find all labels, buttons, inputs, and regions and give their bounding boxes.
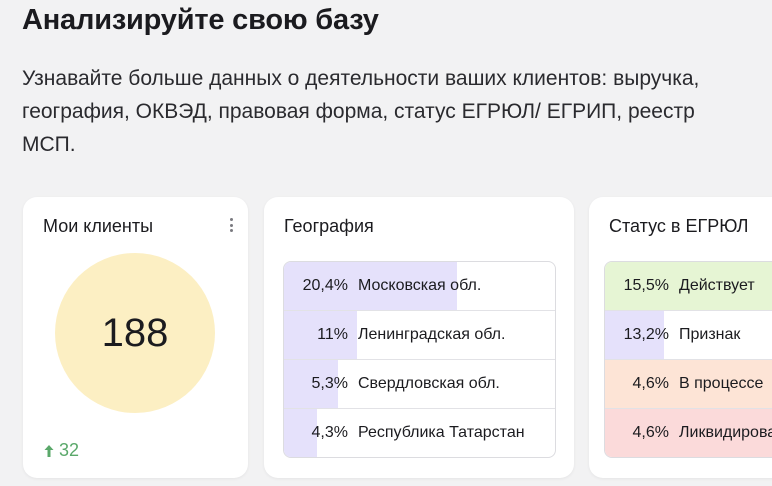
geography-row-fill bbox=[284, 409, 317, 457]
status-row-percent: 4,6% bbox=[632, 375, 669, 392]
clients-delta: 32 bbox=[43, 440, 79, 461]
arrow-up-icon bbox=[44, 444, 54, 457]
clients-card-title: Мои клиенты bbox=[43, 216, 154, 236]
status-row-percent: 4,6% bbox=[632, 424, 669, 441]
status-row-label: Ликвидирована bbox=[679, 424, 772, 441]
geography-card: География 20,4% Московская обл. 11% Лени… bbox=[264, 197, 574, 478]
more-options-icon[interactable] bbox=[226, 215, 236, 235]
status-row-fill bbox=[605, 360, 772, 408]
geography-row-fill bbox=[284, 262, 458, 310]
geography-list: 20,4% Московская обл. 11% Ленинградская … bbox=[283, 261, 556, 458]
status-row: 15,5% Действует bbox=[605, 262, 772, 310]
geography-row: 11% Ленинградская обл. bbox=[284, 310, 555, 359]
status-row-label: Признак bbox=[679, 326, 741, 343]
geography-row-label: Республика Татарстан bbox=[358, 424, 525, 441]
geography-row-label: Ленинградская обл. bbox=[358, 326, 506, 343]
status-row-fill bbox=[605, 262, 772, 310]
status-card-title: Статус в ЕГРЮЛ bbox=[609, 216, 749, 236]
status-list: 15,5% Действует 13,2% Признак 4,6% В про… bbox=[604, 261, 772, 458]
status-row-percent: 15,5% bbox=[623, 277, 669, 294]
status-row: 13,2% Признак bbox=[605, 310, 772, 359]
geography-card-title: География bbox=[284, 216, 374, 236]
status-row-fill bbox=[605, 409, 772, 457]
geography-row-fill bbox=[284, 311, 358, 359]
status-row: 4,6% В процессе bbox=[605, 359, 772, 408]
geography-row: 4,3% Республика Татарстан bbox=[284, 408, 555, 457]
geography-row-percent: 11% bbox=[317, 326, 348, 343]
clients-delta-value: 32 bbox=[59, 440, 80, 460]
geography-row: 20,4% Московская обл. bbox=[284, 262, 555, 310]
clients-count: 188 bbox=[101, 310, 169, 355]
geography-row: 5,3% Свердловская обл. bbox=[284, 359, 555, 408]
status-row-label: В процессе bbox=[679, 375, 764, 392]
page-title: Анализируйте свою базу bbox=[22, 4, 379, 36]
geography-row-label: Свердловская обл. bbox=[358, 375, 500, 392]
status-row-percent: 13,2% bbox=[623, 326, 669, 343]
status-row-fill bbox=[605, 311, 665, 359]
status-card: Статус в ЕГРЮЛ 15,5% Действует 13,2% При… bbox=[589, 197, 772, 478]
geography-row-percent: 5,3% bbox=[311, 375, 348, 392]
clients-card: Мои клиенты 188 32 bbox=[23, 197, 248, 478]
geography-row-percent: 20,4% bbox=[302, 277, 348, 294]
geography-row-percent: 4,3% bbox=[311, 424, 348, 441]
geography-row-fill bbox=[284, 360, 339, 408]
clients-count-circle: 188 bbox=[55, 253, 215, 413]
status-row: 4,6% Ликвидирована bbox=[605, 408, 772, 457]
status-row-label: Действует bbox=[679, 277, 755, 294]
geography-row-label: Московская обл. bbox=[358, 277, 482, 294]
page-description: Узнавайте больше данных о деятельности в… bbox=[22, 67, 700, 156]
